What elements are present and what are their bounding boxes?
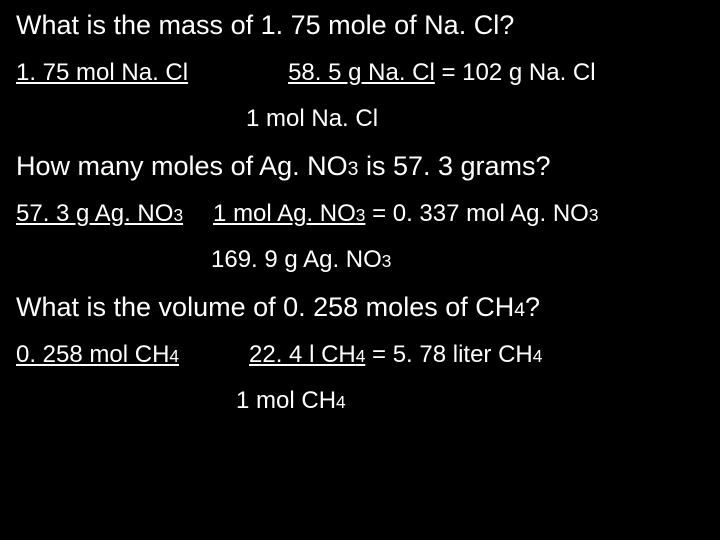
p1-given: 1. 75 mol Na. Cl <box>16 59 188 86</box>
p3-given: 0. 258 mol CH4 <box>16 341 179 368</box>
p1-factor-top: 58. 5 g Na. Cl <box>288 59 435 86</box>
p3-factor-top: 22. 4 l CH4 <box>249 341 365 368</box>
problem-3-question: What is the volume of 0. 258 moles of CH… <box>16 292 704 323</box>
problem-1-calc: 1. 75 mol Na. Cl 58. 5 g Na. Cl = 102 g N… <box>16 59 704 87</box>
p1-factor-bottom: 1 mol Na. Cl <box>16 105 704 133</box>
p3-factor-bottom: 1 mol CH4 <box>16 387 704 415</box>
p3-result: = 5. 78 liter CH4 <box>372 341 542 368</box>
problem-1-question: What is the mass of 1. 75 mole of Na. Cl… <box>16 10 704 41</box>
p2-factor-top: 1 mol Ag. NO3 <box>213 200 365 227</box>
p2-result: = 0. 337 mol Ag. NO3 <box>372 200 598 227</box>
problem-2-calc: 57. 3 g Ag. NO3 1 mol Ag. NO3 = 0. 337 mo… <box>16 200 704 228</box>
problem-3-calc: 0. 258 mol CH4 22. 4 l CH4 = 5. 78 liter … <box>16 341 704 369</box>
p1-result: = 102 g Na. Cl <box>442 59 596 86</box>
problem-2-question: How many moles of Ag. NO3 is 57. 3 grams… <box>16 151 704 182</box>
p2-given: 57. 3 g Ag. NO3 <box>16 200 183 227</box>
p2-factor-bottom: 169. 9 g Ag. NO3 <box>16 246 704 274</box>
